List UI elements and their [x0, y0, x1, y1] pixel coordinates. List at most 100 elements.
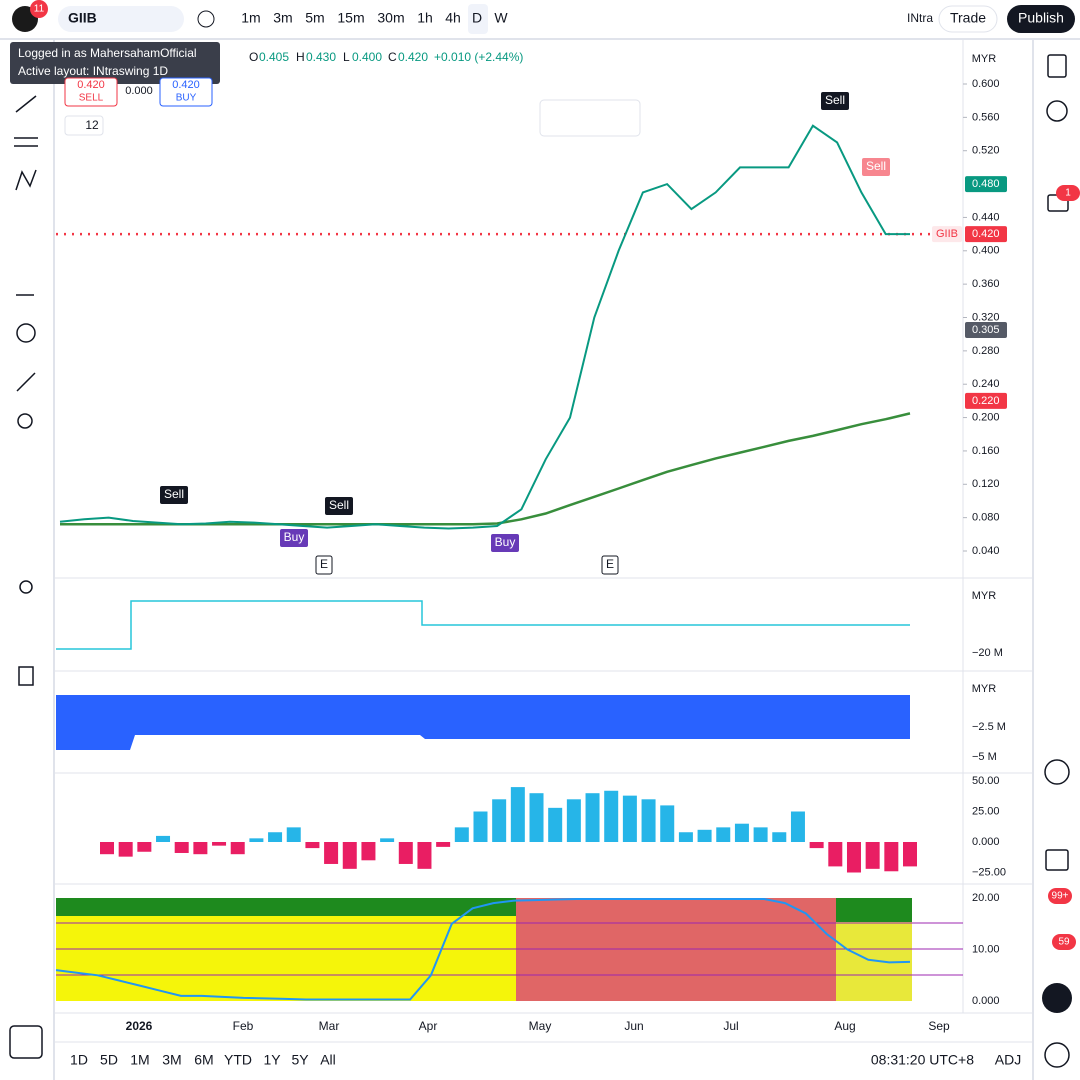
pane-label: −2.5 M — [972, 721, 1006, 733]
range-button[interactable]: 3M — [162, 1052, 181, 1068]
interval[interactable]: 5m — [305, 10, 324, 26]
y-tick-label: 0.560 — [972, 111, 1000, 123]
sidebar-badge-count: 99+ — [1052, 891, 1069, 902]
sell-button[interactable] — [64, 77, 118, 107]
ruler-tool[interactable] — [16, 372, 36, 392]
symbol-badge-label: GIIB — [936, 228, 958, 240]
histogram-bar — [884, 842, 899, 872]
trade-button[interactable] — [938, 5, 998, 33]
currency[interactable]: MYR — [972, 590, 997, 602]
y-tick-label: 0.320 — [972, 311, 1000, 323]
adj-button[interactable]: ADJ — [995, 1052, 1021, 1068]
close: 0.420 — [398, 50, 428, 64]
histogram-bar — [734, 823, 749, 842]
y-tick-label: 0.440 — [972, 211, 1000, 223]
favorites[interactable] — [9, 1025, 43, 1059]
signal-text: Buy — [495, 535, 516, 549]
histogram-bar — [100, 842, 114, 855]
trade-label[interactable]: Trade — [950, 10, 986, 26]
price-badge — [965, 176, 1007, 193]
histogram-bar — [510, 787, 525, 842]
publish-button[interactable] — [1007, 5, 1075, 33]
last-badge — [965, 226, 1007, 243]
y-tick-label: 0.520 — [972, 145, 1000, 157]
y-tick-label: 0.040 — [972, 545, 1000, 557]
interval-count: 12 — [85, 118, 99, 132]
price-badge — [965, 392, 1007, 409]
range-button[interactable]: YTD — [224, 1052, 252, 1068]
histogram-bar — [454, 827, 469, 842]
pane3-area — [56, 695, 910, 750]
zoom-tool[interactable] — [17, 413, 33, 429]
change: +0.010 (+2.44%) — [434, 50, 523, 64]
signal-text: Sell — [866, 159, 886, 173]
histogram-bar — [361, 842, 376, 861]
layout-name[interactable]: INtra — [907, 11, 933, 25]
sidebar-badge — [1056, 185, 1080, 201]
histogram-bar — [641, 799, 656, 842]
trash-tool[interactable] — [18, 666, 34, 686]
range-button[interactable]: 1M — [130, 1052, 149, 1068]
pane5-zone — [56, 898, 516, 916]
alerts[interactable] — [1046, 100, 1068, 122]
ideas[interactable] — [1044, 759, 1070, 785]
publish-label[interactable]: Publish — [1018, 10, 1064, 26]
histogram-bar — [529, 793, 544, 842]
add-symbol[interactable] — [197, 10, 215, 28]
interval[interactable]: 15m — [337, 10, 364, 26]
trend-tool[interactable] — [15, 95, 37, 113]
range-button[interactable]: 5D — [100, 1052, 118, 1068]
calendar[interactable] — [1045, 849, 1069, 871]
histogram-bar — [174, 842, 189, 853]
symbol[interactable]: GIIB — [68, 10, 97, 26]
range-button[interactable]: 1Y — [263, 1052, 281, 1068]
range-button[interactable]: 1D — [70, 1052, 88, 1068]
time-label: Mar — [319, 1019, 340, 1033]
header-border — [0, 38, 1080, 40]
buy-label[interactable]: BUY — [176, 93, 197, 104]
emoji-tool[interactable] — [16, 323, 36, 343]
tooltip-user: Logged in as MahersahamOfficial — [18, 46, 197, 60]
sell-price[interactable]: 0.420 — [77, 79, 105, 91]
signal-text: Sell — [164, 487, 184, 501]
signal-text: Sell — [329, 498, 349, 512]
interval[interactable]: W — [494, 10, 508, 26]
symbol-search[interactable] — [58, 6, 184, 32]
interval[interactable]: 4h — [445, 10, 461, 26]
floating-toolbar[interactable] — [539, 99, 641, 137]
watchlist[interactable] — [1047, 54, 1067, 78]
price-badge — [965, 322, 1007, 339]
y-tick-label: −25.00 — [972, 866, 1006, 878]
time-label: Jun — [624, 1019, 643, 1033]
y-tick-label: 0.600 — [972, 78, 1000, 90]
histogram-bar — [716, 827, 731, 842]
range-button[interactable]: 5Y — [291, 1052, 309, 1068]
y-tick-label: 0.280 — [972, 345, 1000, 357]
pattern-tool[interactable] — [15, 169, 37, 191]
y-tick-label: 25.00 — [972, 805, 1000, 817]
currency[interactable]: MYR — [972, 683, 997, 695]
count-box[interactable] — [64, 115, 104, 136]
buy-price[interactable]: 0.420 — [172, 79, 200, 91]
interval[interactable]: 1h — [417, 10, 433, 26]
range-button[interactable]: All — [320, 1052, 336, 1068]
currency[interactable]: MYR — [972, 53, 997, 65]
interval[interactable]: 3m — [273, 10, 292, 26]
eye-tool[interactable] — [19, 580, 33, 594]
c-label: C — [388, 50, 397, 64]
y-tick-label: 0.000 — [972, 836, 1000, 848]
interval[interactable]: D — [472, 10, 482, 26]
signal-label — [601, 555, 619, 575]
symbol-badge — [932, 226, 962, 243]
notif-count: 11 — [34, 4, 45, 15]
range-button[interactable]: 6M — [194, 1052, 213, 1068]
sell-label[interactable]: SELL — [79, 93, 104, 104]
pane-separators — [55, 577, 1032, 885]
help[interactable] — [1044, 1042, 1070, 1068]
interval[interactable]: 1m — [241, 10, 260, 26]
buy-button[interactable] — [159, 77, 213, 107]
apps[interactable] — [1042, 983, 1072, 1013]
histogram-bar — [398, 842, 413, 864]
interval[interactable]: 30m — [377, 10, 404, 26]
signal-label — [160, 486, 188, 504]
